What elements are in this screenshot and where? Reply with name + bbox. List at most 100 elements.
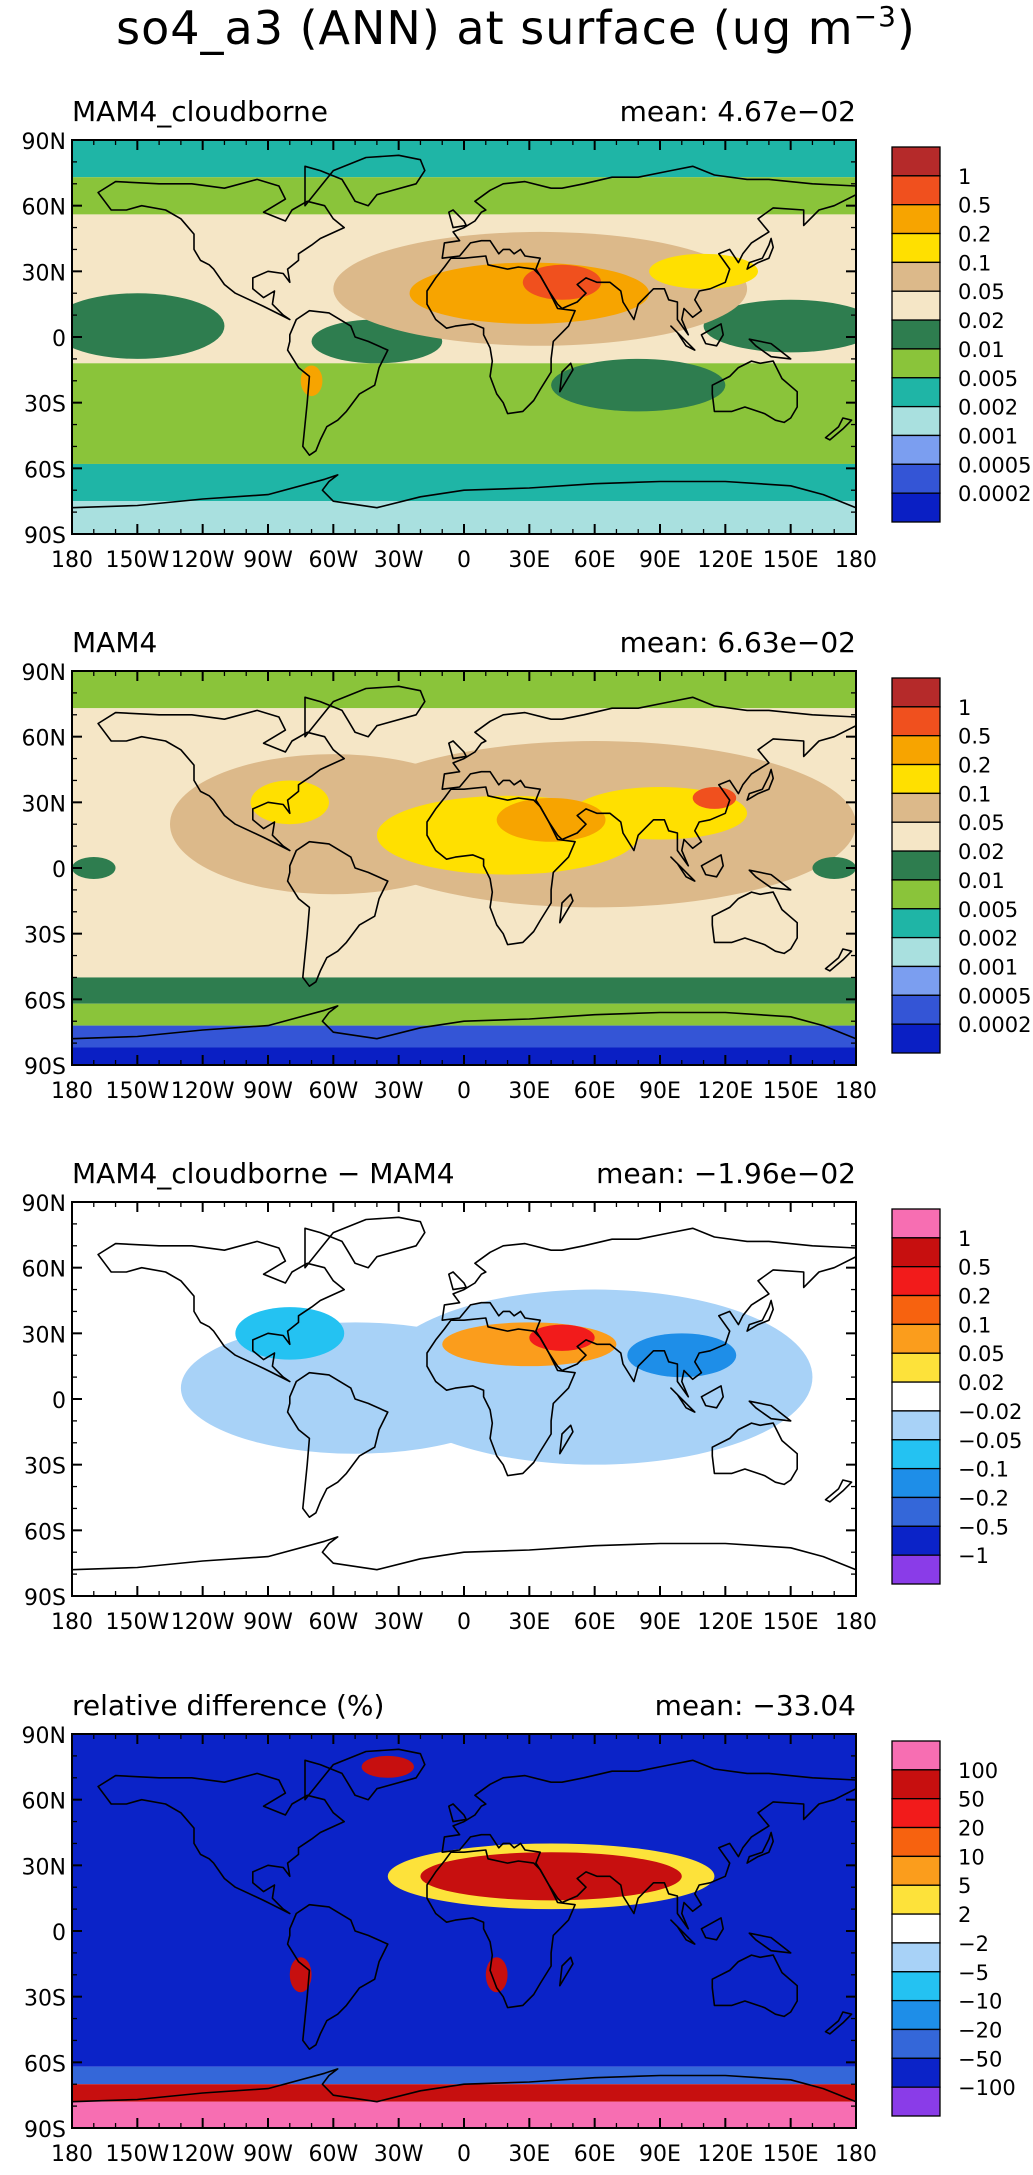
coastline-path [286,1903,389,2050]
coastline-path [746,237,774,270]
panel-mean: mean: 6.63e−02 [620,626,856,659]
colorbar-label: 1 [958,696,971,720]
lon-tick-label: 0 [457,1079,471,1104]
lat-tick-label: 30S [24,393,66,418]
panel-stack: MAM4_cloudborne mean: 4.67e−02 90N 60N 30N 0 3… [22,95,1032,2167]
coastlines [72,1216,856,1596]
panel-cloudborne: MAM4_cloudborne mean: 4.67e−02 90N 60N 30N 0 3… [22,95,1032,573]
colorbar-swatch [891,1496,941,1527]
colorbar-label: 0.001 [958,424,1018,448]
colorbar-swatch [891,936,941,968]
colorbar-swatch [891,1999,941,2031]
colorbar-label: 0.1 [958,1313,991,1337]
colorbar-label: 0.5 [958,1256,991,1280]
colorbar-label: 0.0005 [958,984,1031,1008]
panel-mean: mean: −33.04 [655,1689,856,1722]
colorbar-swatch [891,463,941,494]
coastline-path [824,1479,853,1503]
contour-region-north-america [235,1307,345,1360]
colorbar-label: −0.05 [958,1429,1022,1453]
contour-region-sahara [409,262,650,324]
lon-tick-label: 180 [51,1610,93,1635]
colorbar-swatch [891,1381,941,1412]
lat-tick-label: 60N [22,196,66,221]
contour-field [72,1202,856,1596]
colorbar-label: 0.5 [958,725,991,749]
colorbar-swatch [891,735,941,766]
colorbar-swatch [891,405,941,437]
colorbar-swatch [891,232,941,264]
colorbar-label: 0.0005 [958,453,1031,477]
coastline-path [670,856,696,882]
lon-tick-label: 180 [51,2142,93,2167]
lon-tick-label: 180 [51,1079,93,1104]
coastline-path [72,1536,856,1596]
coastline-path [746,1299,774,1332]
lon-tick-label: 0 [457,548,471,573]
panel-mean: mean: −1.96e−02 [596,1157,856,1190]
coastline-path [441,165,856,336]
coastline-path [97,1240,345,1383]
lat-tick-label: 60N [22,1258,66,1283]
coastline-path [746,768,774,801]
coastline-path [97,178,345,321]
colorbar-label: 0.005 [958,898,1018,922]
lon-tick-label: 30E [508,548,550,573]
colorbar-label: −0.2 [958,1486,1009,1510]
colorbar-label: 0.05 [958,1342,1005,1366]
colorbar-swatch [891,850,941,881]
colorbar-swatch [891,908,941,939]
lon-tick-label: 90E [639,1079,681,1104]
colorbar-swatch [891,1237,941,1268]
colorbar-swatch [891,821,941,852]
coastline-path [711,360,798,424]
lat-tick-label: 0 [52,858,66,883]
colorbar-label: 0.02 [958,1371,1005,1395]
colorbar-label: 0.0002 [958,482,1031,506]
coastline-path [711,891,798,955]
colorbar-label: 1 [958,1227,971,1251]
coastline-path [448,1803,467,1823]
coastline-path [824,948,853,972]
panel-label: MAM4_cloudborne − MAM4 [72,1157,455,1190]
contour-region-arabia [529,1324,595,1351]
lon-tick-label: 120E [697,1079,753,1104]
contour-region-west-pacific [812,857,856,879]
contour-field [72,671,856,1065]
colorbar: 1 0.5 0.2 0.1 0.05 0.02 0.01 0.005 0.002 0.001 0.0… [891,677,1031,1054]
lon-tick-label: 120W [171,1610,235,1635]
colorbar-label: 0.5 [958,194,991,218]
contour-band-southern-high [72,463,856,502]
lat-tick-label: 90N [22,1192,66,1217]
coastline-path [304,685,426,738]
contour-band-antarctic-coast [72,2084,856,2102]
colorbar-label: 20 [958,1817,985,1841]
lon-tick-label: 60E [574,1079,616,1104]
colorbar-label: 2 [958,1903,971,1927]
coastline-path [824,417,853,441]
colorbar-swatch [891,1826,941,1858]
coastline-path [426,1317,576,1477]
lon-tick-label: 60E [574,1610,616,1635]
colorbar-label: −100 [958,2076,1016,2100]
coastlines [72,1748,856,2128]
colorbar-label: −0.5 [958,1515,1009,1539]
lon-tick-label: 60W [308,2142,358,2167]
colorbar-label: −0.1 [958,1458,1009,1482]
coastline-path [559,1956,574,1987]
panel-rel: relative difference (%) mean: −33.04 90N 60… [22,1689,1016,2167]
lat-tick-label: 90S [24,1586,66,1611]
lat-tick-label: 30N [22,1855,66,1880]
lat-tick-label: 30N [22,792,66,817]
coastline-path [72,2068,856,2128]
coastline-path [441,696,856,867]
colorbar-swatch [891,1554,941,1585]
contour-band-south-ocean [72,363,856,464]
lon-tick-label: 120E [697,1610,753,1635]
lat-tick-label: 30N [22,261,66,286]
coastline-path [72,474,856,534]
lon-tick-label: 180 [835,1079,877,1104]
lat-tick-label: 60N [22,727,66,752]
lat-tick-label: 0 [52,327,66,352]
